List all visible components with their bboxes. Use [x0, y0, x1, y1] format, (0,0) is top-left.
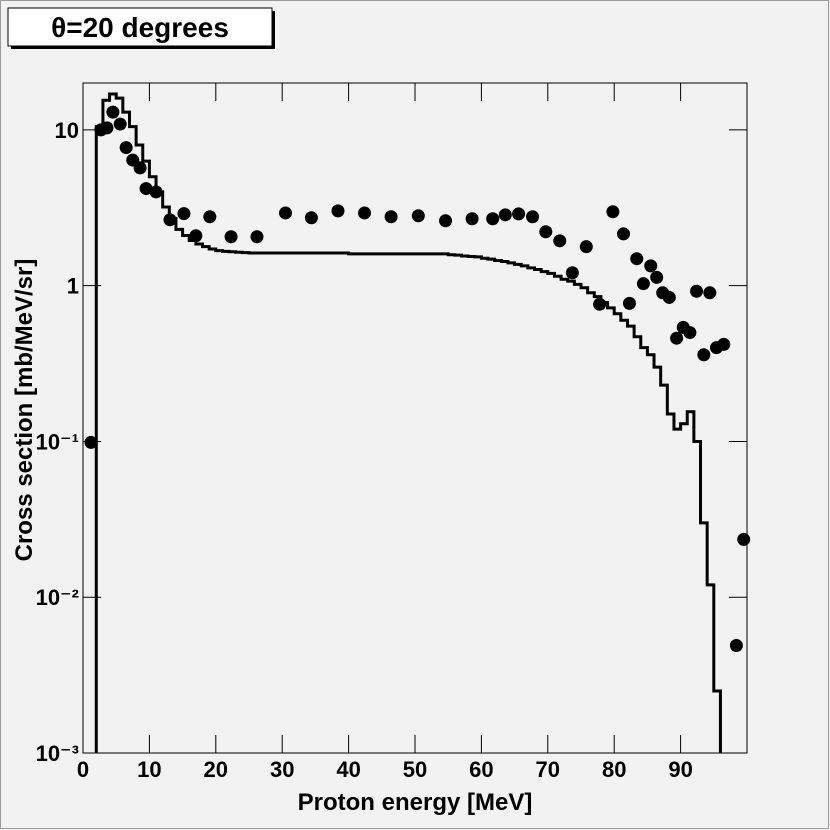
data-point — [163, 213, 177, 227]
data-point — [729, 638, 743, 652]
data-point — [84, 435, 98, 449]
data-point — [622, 296, 636, 310]
data-point — [697, 348, 711, 362]
x-tick-label: 70 — [536, 757, 560, 782]
x-tick-label: 50 — [403, 757, 427, 782]
data-point — [662, 290, 676, 304]
data-point — [113, 117, 127, 131]
x-tick-label: 40 — [336, 757, 360, 782]
y-tick-label: 10⁻³ — [36, 741, 79, 766]
data-point — [606, 205, 620, 219]
data-point — [703, 286, 717, 300]
x-tick-label: 30 — [270, 757, 294, 782]
x-tick-label: 20 — [204, 757, 228, 782]
data-point — [737, 532, 751, 546]
x-tick-label: 0 — [77, 757, 89, 782]
data-point — [683, 326, 697, 340]
x-axis-title: Proton energy [MeV] — [298, 789, 533, 816]
x-tick-label: 90 — [668, 757, 692, 782]
data-point — [636, 277, 650, 291]
y-tick-label: 1 — [67, 274, 79, 299]
y-axis-title: Cross section [mb/MeV/sr] — [11, 259, 38, 562]
data-point — [512, 207, 526, 221]
y-tick-label: 10 — [55, 118, 79, 143]
histogram-line — [94, 92, 722, 753]
data-point — [250, 230, 264, 244]
data-point — [203, 210, 217, 224]
data-point — [106, 105, 120, 119]
data-point — [593, 297, 607, 311]
data-point — [224, 230, 238, 244]
data-point — [579, 240, 593, 254]
data-point — [133, 161, 147, 175]
data-point — [498, 208, 512, 222]
data-point — [630, 252, 644, 266]
data-point — [439, 214, 453, 228]
data-point — [644, 259, 658, 273]
x-tick-label: 60 — [469, 757, 493, 782]
data-point — [149, 185, 163, 199]
data-point — [304, 211, 318, 225]
data-point — [139, 182, 153, 196]
y-tick-label: 10⁻¹ — [36, 429, 79, 454]
data-point — [616, 227, 630, 241]
data-point — [670, 331, 684, 345]
data-point — [486, 212, 500, 226]
data-point — [331, 204, 345, 218]
data-point — [100, 121, 114, 135]
data-point — [465, 212, 479, 226]
data-point — [690, 284, 704, 298]
title-box — [7, 7, 273, 47]
data-point — [189, 229, 203, 243]
x-tick-label: 80 — [602, 757, 626, 782]
data-point — [539, 225, 553, 239]
data-point — [553, 234, 567, 248]
data-point — [526, 210, 540, 224]
x-tick-label: 10 — [137, 757, 161, 782]
data-point — [119, 141, 133, 155]
data-point — [279, 206, 293, 220]
data-point — [650, 270, 664, 284]
data-point — [384, 210, 398, 224]
data-point — [411, 209, 425, 223]
data-point — [177, 207, 191, 221]
chart-title: θ=20 degrees — [51, 12, 229, 43]
data-point — [358, 206, 372, 220]
data-point — [565, 266, 579, 280]
y-tick-label: 10⁻² — [36, 585, 79, 610]
data-point — [717, 337, 731, 351]
